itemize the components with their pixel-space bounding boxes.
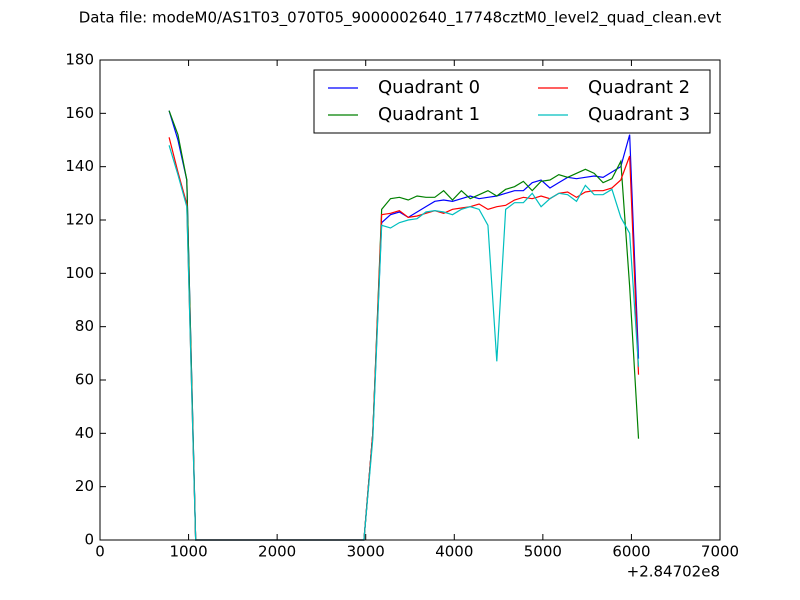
x-tick-label: 0	[95, 543, 105, 561]
legend-label: Quadrant 0	[378, 77, 480, 98]
y-tick-label: 60	[75, 371, 94, 389]
y-tick-label: 120	[65, 211, 94, 229]
x-tick-label: 4000	[435, 543, 473, 561]
series-line	[168, 137, 640, 541]
x-tick-label: 6000	[612, 543, 650, 561]
x-tick-label: 5000	[524, 543, 562, 561]
legend-label: Quadrant 1	[378, 104, 480, 125]
plot-frame	[99, 59, 721, 541]
y-tick-label: 180	[65, 51, 94, 69]
legend-label: Quadrant 2	[588, 77, 690, 98]
y-tick-label: 20	[75, 477, 94, 495]
series-line	[168, 145, 640, 541]
x-tick-label: 3000	[347, 543, 385, 561]
x-tick-label: 7000	[701, 543, 739, 561]
x-tick-label: 1000	[169, 543, 207, 561]
legend: Quadrant 0 Quadrant 1 Quadrant 2 Quadrant 3	[313, 69, 711, 134]
legend-label: Quadrant 3	[588, 104, 690, 125]
series-line	[168, 110, 640, 541]
series-line	[168, 110, 640, 541]
chart-title: Data file: modeM0/AS1T03_070T05_90000026…	[79, 9, 722, 28]
y-tick-label: 80	[75, 317, 94, 335]
x-offset-label: +2.84702e8	[627, 563, 720, 581]
y-tick-label: 0	[84, 531, 94, 549]
y-tick-label: 100	[65, 264, 94, 282]
y-tick-label: 160	[65, 104, 94, 122]
legend-box	[313, 69, 711, 134]
y-tick-label: 40	[75, 424, 94, 442]
x-tick-label: 2000	[258, 543, 296, 561]
y-tick-label: 140	[65, 157, 94, 175]
